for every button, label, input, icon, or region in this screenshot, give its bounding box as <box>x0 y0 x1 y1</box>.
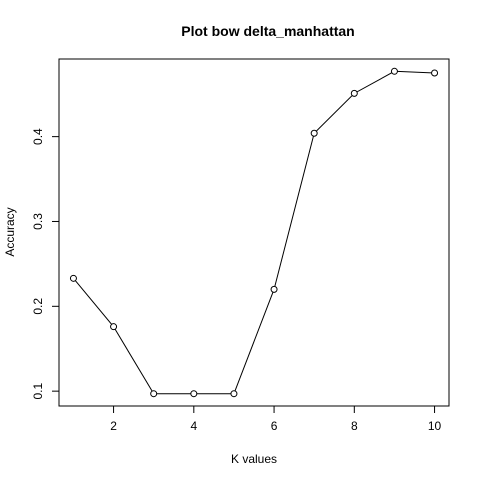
x-tick-label: 8 <box>351 419 358 433</box>
data-point <box>270 285 278 293</box>
x-tick-label: 6 <box>271 419 278 433</box>
x-tick-label: 4 <box>190 419 197 433</box>
data-point <box>69 274 77 282</box>
data-point <box>431 69 439 77</box>
data-point <box>230 390 238 398</box>
x-tick-label: 10 <box>428 419 442 433</box>
y-tick-label: 0.2 <box>31 298 45 315</box>
y-axis: 0.1 0.2 0.3 0.4 <box>31 128 59 399</box>
data-point <box>150 390 158 398</box>
data-point <box>350 89 358 97</box>
data-point <box>190 390 198 398</box>
x-axis-label: K values <box>231 452 277 466</box>
chart-title: Plot bow delta_manhattan <box>181 23 354 39</box>
data-point <box>310 129 318 137</box>
x-tick-label: 2 <box>110 419 117 433</box>
x-axis: 2 4 6 8 10 <box>110 406 442 433</box>
y-tick-label: 0.3 <box>31 213 45 230</box>
y-tick-label: 0.4 <box>31 128 45 145</box>
series-line <box>73 70 435 395</box>
y-tick-label: 0.1 <box>31 382 45 399</box>
data-points <box>69 67 439 398</box>
y-axis-label: Accuracy <box>3 207 17 256</box>
data-point <box>110 323 118 331</box>
plot-frame <box>58 58 450 407</box>
data-point <box>390 67 398 75</box>
